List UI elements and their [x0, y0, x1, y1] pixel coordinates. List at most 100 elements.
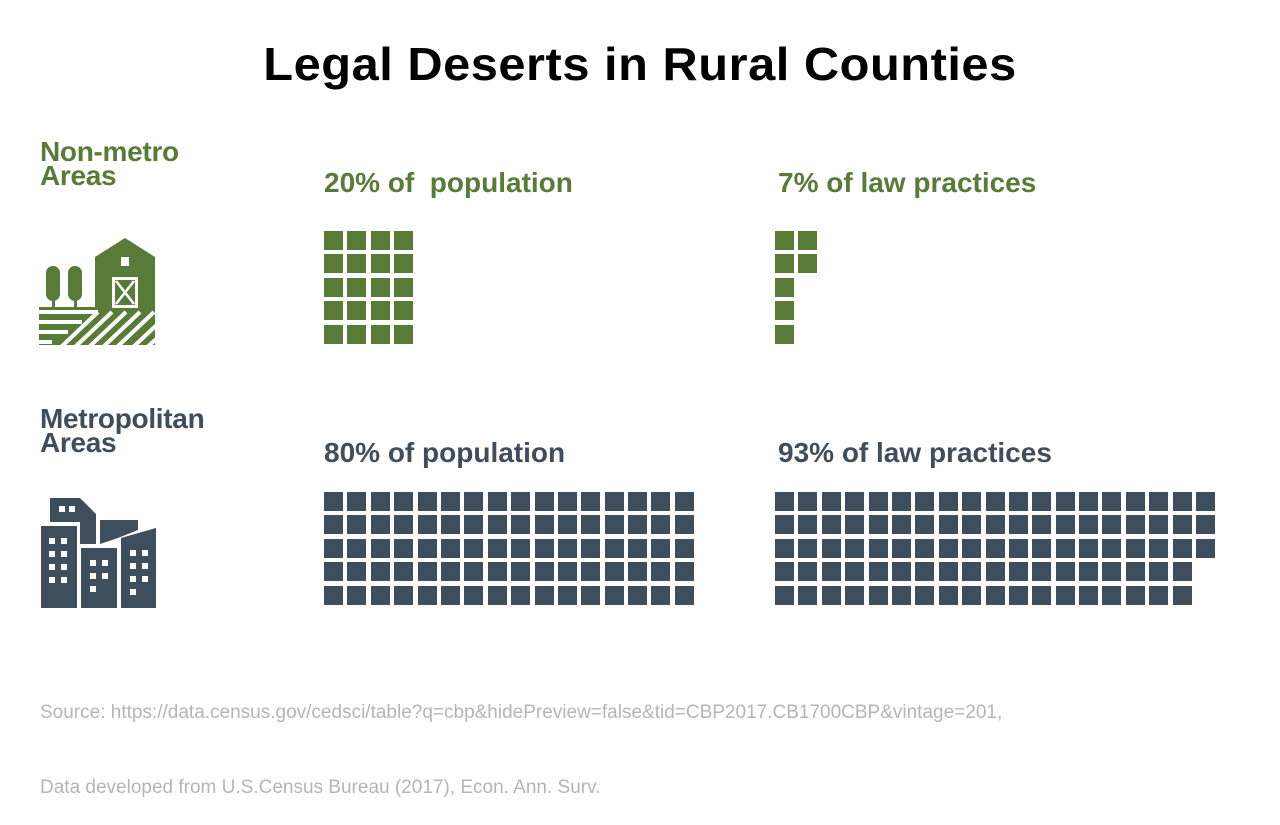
waffle-square — [798, 515, 818, 535]
waffle-square — [324, 492, 343, 511]
waffle-square — [1055, 562, 1075, 582]
waffle-square — [845, 492, 865, 511]
waffle-square — [324, 538, 343, 558]
waffle-square — [962, 492, 982, 511]
waffle-square — [534, 492, 554, 511]
metro-label-line1: Metropolitan — [40, 403, 205, 434]
waffle-square — [915, 585, 935, 605]
waffle-square — [845, 585, 865, 605]
waffle-square — [534, 538, 554, 558]
waffle-square — [775, 585, 794, 605]
waffle-square — [1172, 515, 1192, 535]
chart-title: Legal Deserts in Rural Counties — [263, 38, 1017, 90]
waffle-square — [1172, 562, 1192, 582]
waffle-square — [962, 538, 982, 558]
waffle-square — [628, 562, 648, 582]
waffle-square — [370, 562, 390, 582]
waffle-square — [487, 562, 507, 582]
waffle-square — [628, 515, 648, 535]
waffle-square — [324, 585, 343, 605]
waffle-square — [868, 562, 888, 582]
waffle-square — [821, 538, 841, 558]
waffle-square — [1032, 492, 1052, 511]
waffle-square — [938, 492, 958, 511]
waffle-square — [1172, 585, 1192, 605]
waffle-square — [1079, 492, 1099, 511]
waffle-square — [511, 538, 531, 558]
waffle-square — [821, 585, 841, 605]
waffle-square — [1008, 515, 1028, 535]
metro-practices-label: 93% of law practices — [778, 437, 1052, 468]
source-note: Source: https://data.census.gov/cedsci/t… — [40, 650, 1002, 825]
waffle-square — [891, 492, 911, 511]
waffle-square — [1079, 538, 1099, 558]
waffle-square — [370, 538, 390, 558]
waffle-square — [324, 515, 343, 535]
metro-practices-waffle — [775, 492, 1216, 605]
waffle-square — [628, 585, 648, 605]
waffle-square — [394, 301, 414, 321]
waffle-square — [775, 492, 794, 511]
waffle-square — [347, 515, 367, 535]
waffle-square — [845, 515, 865, 535]
waffle-square — [464, 562, 484, 582]
waffle-square — [394, 585, 414, 605]
waffle-square — [1032, 585, 1052, 605]
waffle-square — [651, 492, 671, 511]
waffle-square — [604, 562, 624, 582]
waffle-square — [394, 492, 414, 511]
waffle-square — [347, 324, 367, 344]
waffle-square — [534, 515, 554, 535]
waffle-square — [1008, 562, 1028, 582]
waffle-square — [581, 585, 601, 605]
non-metro-population-label: 20% of population — [324, 167, 573, 198]
waffle-square — [417, 515, 437, 535]
waffle-square — [557, 562, 577, 582]
waffle-square — [417, 538, 437, 558]
waffle-square — [370, 277, 390, 297]
waffle-square — [821, 515, 841, 535]
waffle-square — [915, 492, 935, 511]
waffle-square — [581, 492, 601, 511]
waffle-square — [775, 562, 794, 582]
waffle-square — [962, 585, 982, 605]
waffle-square — [394, 515, 414, 535]
waffle-square — [821, 492, 841, 511]
waffle-square — [674, 538, 694, 558]
waffle-square — [891, 515, 911, 535]
waffle-square — [324, 301, 343, 321]
waffle-square — [1032, 562, 1052, 582]
waffle-square — [674, 585, 694, 605]
waffle-square — [394, 231, 414, 250]
waffle-square — [798, 492, 818, 511]
waffle-square — [511, 515, 531, 535]
waffle-square — [1079, 585, 1099, 605]
waffle-square — [1149, 492, 1169, 511]
waffle-square — [534, 562, 554, 582]
waffle-square — [1172, 538, 1192, 558]
waffle-square — [962, 562, 982, 582]
waffle-square — [440, 585, 460, 605]
waffle-square — [845, 538, 865, 558]
waffle-square — [324, 562, 343, 582]
waffle-square — [798, 585, 818, 605]
waffle-square — [938, 562, 958, 582]
waffle-square — [1172, 492, 1192, 511]
waffle-square — [464, 585, 484, 605]
source-line-1: Source: https://data.census.gov/cedsci/t… — [40, 702, 1003, 723]
waffle-square — [821, 562, 841, 582]
waffle-square — [775, 301, 794, 321]
waffle-square — [1055, 492, 1075, 511]
waffle-square — [347, 301, 367, 321]
waffle-square — [985, 515, 1005, 535]
waffle-square — [891, 538, 911, 558]
waffle-square — [985, 538, 1005, 558]
waffle-square — [487, 538, 507, 558]
waffle-square — [1125, 492, 1145, 511]
waffle-square — [891, 562, 911, 582]
waffle-square — [417, 492, 437, 511]
waffle-square — [604, 492, 624, 511]
waffle-square — [1102, 585, 1122, 605]
waffle-square — [487, 492, 507, 511]
metro-label-line2: Areas — [40, 427, 117, 458]
